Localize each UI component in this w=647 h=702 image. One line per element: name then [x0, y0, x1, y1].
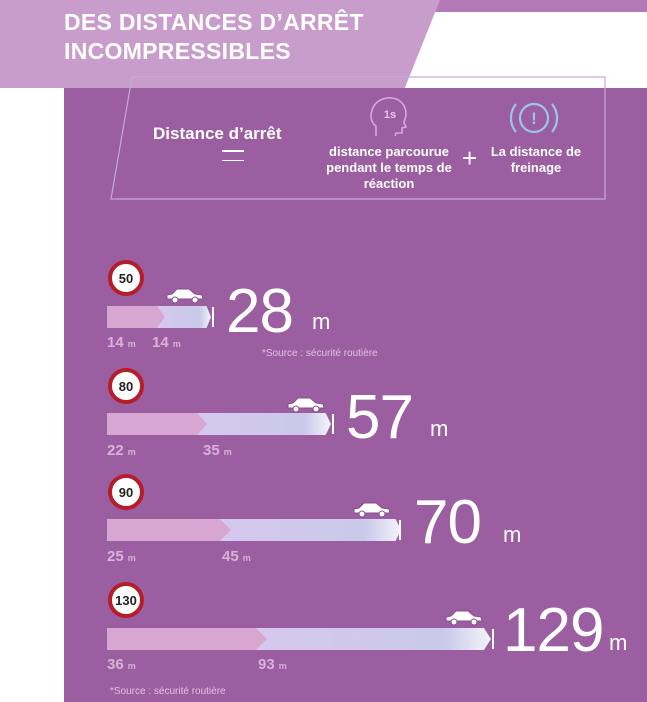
page-title: DES DISTANCES D’ARRÊT INCOMPRESSIBLES — [64, 8, 364, 66]
brake-badge: ! — [531, 109, 537, 128]
reaction-distance: 25 — [107, 548, 124, 565]
bar-end-marker — [399, 520, 401, 540]
formula-box — [110, 76, 606, 200]
reaction-distance-label: 22 m — [107, 442, 136, 459]
source-note-top: *Source : sécurité routière — [262, 348, 378, 359]
formula-label: Distance d’arrêt — [153, 124, 282, 143]
reaction-distance: 14 — [107, 334, 124, 351]
unit-label: m — [127, 661, 136, 671]
total-distance-80: 57 — [346, 383, 414, 452]
total-distance-50: 28 — [226, 277, 294, 346]
reaction-segment — [107, 628, 267, 650]
total-unit: m — [430, 416, 449, 441]
braking-distance-label: 14 m — [152, 334, 181, 351]
bar-end-marker — [332, 414, 334, 434]
braking-text: La distance de freinage — [490, 144, 582, 175]
head-clock-icon: 1s — [370, 97, 408, 137]
braking-segment — [255, 628, 491, 650]
braking-distance-label: 35 m — [203, 442, 232, 459]
unit-label: m — [127, 339, 136, 349]
total-distance-130: 129 — [503, 596, 604, 665]
reaction-distance-label: 14 m — [107, 334, 136, 351]
speed-sign-80: 80 — [108, 368, 144, 404]
source-note-bottom: *Source : sécurité routière — [110, 686, 226, 697]
unit-label: m — [127, 447, 136, 457]
speed-sign-130: 130 — [108, 582, 144, 618]
braking-segment — [219, 519, 401, 541]
title-line-1: DES DISTANCES D’ARRÊT — [64, 9, 364, 35]
unit-label: m — [127, 553, 136, 563]
bar-end-marker — [212, 307, 214, 327]
reaction-text: distance parcourue pendant le temps de r… — [326, 144, 452, 191]
braking-distance: 93 — [258, 656, 275, 673]
braking-distance-label: 45 m — [222, 548, 251, 565]
reaction-distance: 36 — [107, 656, 124, 673]
plus-icon: + — [462, 143, 478, 173]
reaction-distance: 22 — [107, 442, 124, 459]
unit-label: m — [223, 447, 232, 457]
bar-end-marker — [492, 629, 494, 649]
unit-label: m — [172, 339, 181, 349]
braking-segment — [195, 413, 331, 435]
unit-label: m — [242, 553, 251, 563]
total-unit: m — [609, 630, 628, 655]
title-banner — [0, 0, 440, 88]
reaction-distance-label: 25 m — [107, 548, 136, 565]
car-icon — [287, 397, 325, 413]
speed-sign-50: 50 — [108, 260, 144, 296]
braking-distance: 14 — [152, 334, 169, 351]
title-banner-accent — [370, 0, 647, 12]
formula-frame — [110, 76, 606, 200]
car-icon — [445, 610, 483, 626]
braking-distance-label: 93 m — [258, 656, 287, 673]
total-unit: m — [503, 522, 522, 547]
reaction-segment — [107, 306, 165, 328]
braking-distance: 45 — [222, 548, 239, 565]
total-distance-90: 70 — [414, 488, 482, 557]
braking-distance: 35 — [203, 442, 220, 459]
equals-icon — [222, 150, 244, 164]
speed-sign-90: 90 — [108, 474, 144, 510]
reaction-badge: 1s — [384, 109, 396, 121]
total-unit: m — [312, 309, 331, 334]
car-icon — [353, 502, 391, 518]
title-line-2: INCOMPRESSIBLES — [64, 38, 291, 64]
reaction-segment — [107, 413, 207, 435]
reaction-distance-label: 36 m — [107, 656, 136, 673]
infographic-panel — [64, 88, 647, 702]
brake-warning-icon: ! — [509, 102, 559, 134]
car-icon — [166, 288, 204, 304]
unit-label: m — [278, 661, 287, 671]
braking-segment — [155, 306, 211, 328]
reaction-segment — [107, 519, 231, 541]
